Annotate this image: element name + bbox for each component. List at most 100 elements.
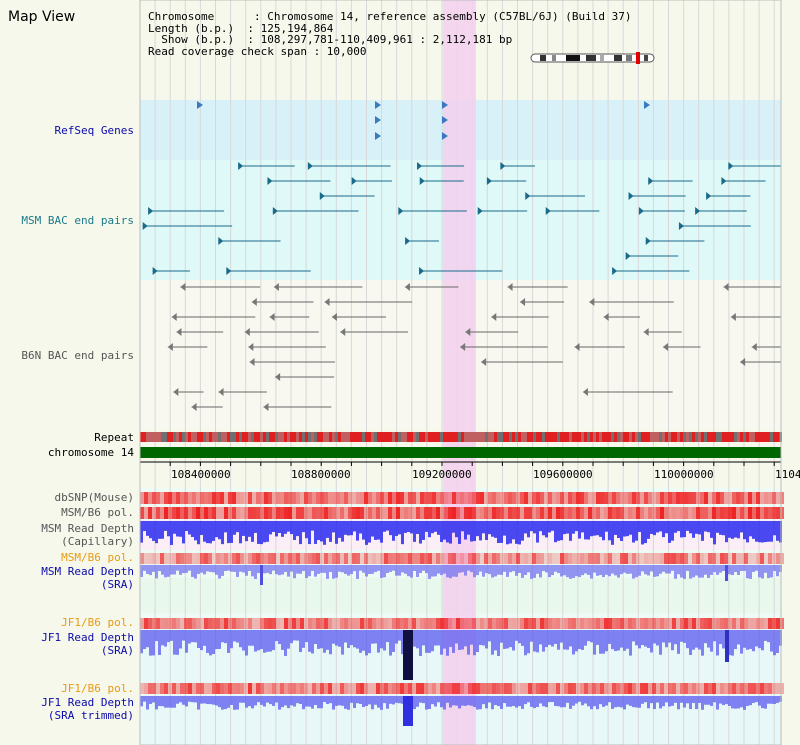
- polymorphism-cell: [420, 683, 424, 694]
- read-depth-bar: [449, 630, 452, 647]
- polymorphism-cell: [412, 492, 416, 504]
- track-label-msm-read-depth-capillary[interactable]: MSM Read Depth (Capillary): [0, 522, 134, 548]
- read-depth-bar: [149, 630, 152, 656]
- track-label-msm-b6-pol-2[interactable]: MSM/B6 pol.: [61, 551, 134, 564]
- read-depth-bar: [755, 521, 758, 542]
- polymorphism-cell: [296, 507, 300, 519]
- read-depth-bar: [635, 630, 638, 646]
- polymorphism-cell: [236, 683, 240, 694]
- polymorphism-cell: [484, 507, 488, 519]
- read-depth-bar: [413, 521, 416, 542]
- read-depth-bar: [554, 696, 557, 706]
- repeat-segment: [719, 432, 722, 442]
- polymorphism-cell: [528, 553, 532, 564]
- read-depth-bar: [317, 565, 320, 574]
- read-depth-bar: [677, 696, 680, 710]
- polymorphism-cell: [424, 618, 428, 629]
- polymorphism-cell: [380, 683, 384, 694]
- repeat-segment: [407, 432, 410, 442]
- read-depth-bar: [218, 521, 221, 540]
- read-depth-bar: [425, 696, 428, 710]
- repeat-segment: [320, 432, 323, 442]
- repeat-segment: [365, 432, 368, 442]
- read-depth-bar: [332, 565, 335, 579]
- polymorphism-cell: [384, 553, 388, 564]
- read-depth-bar: [269, 565, 272, 575]
- read-depth-bar: [683, 521, 686, 538]
- track-label-repeat[interactable]: Repeat: [94, 431, 134, 444]
- polymorphism-cell: [176, 492, 180, 504]
- read-depth-bar: [773, 521, 776, 536]
- track-label-msm-b6-pol[interactable]: MSM/B6 pol.: [61, 506, 134, 519]
- polymorphism-cell: [704, 492, 708, 504]
- repeat-segment: [731, 432, 734, 442]
- read-depth-bar: [167, 696, 170, 708]
- polymorphism-cell: [604, 618, 608, 629]
- track-label-msm-bac[interactable]: MSM BAC end pairs: [21, 214, 134, 227]
- polymorphism-cell: [324, 492, 328, 504]
- read-depth-bar: [593, 630, 596, 655]
- read-depth-bar: [485, 696, 488, 709]
- read-depth-bar: [722, 565, 725, 572]
- polymorphism-cell: [776, 618, 780, 629]
- polymorphism-cell: [652, 683, 656, 694]
- polymorphism-cell: [296, 683, 300, 694]
- bac-end: [319, 192, 325, 200]
- gene-marker: [197, 101, 203, 109]
- read-depth-bar: [632, 696, 635, 708]
- polymorphism-cell: [340, 507, 344, 519]
- read-depth-bar: [230, 521, 233, 543]
- bac-end: [398, 207, 404, 215]
- polymorphism-cell: [440, 683, 444, 694]
- read-depth-bar: [422, 521, 425, 540]
- read-depth-bar: [446, 630, 449, 656]
- polymorphism-cell: [368, 618, 372, 629]
- read-depth-bar: [164, 696, 167, 708]
- polymorphism-cell: [244, 618, 248, 629]
- polymorphism-cell: [672, 492, 676, 504]
- read-depth-bar: [542, 696, 545, 707]
- polymorphism-cell: [576, 618, 580, 629]
- track-label-b6n-bac[interactable]: B6N BAC end pairs: [21, 349, 134, 362]
- polymorphism-cell: [180, 492, 184, 504]
- polymorphism-cell: [336, 507, 340, 519]
- polymorphism-cell: [716, 507, 720, 519]
- track-label-jf1-read-depth-sra[interactable]: JF1 Read Depth (SRA): [0, 631, 134, 657]
- read-depth-bar: [392, 521, 395, 541]
- polymorphism-cell: [408, 492, 412, 504]
- polymorphism-cell: [568, 492, 572, 504]
- track-label-jf1-read-depth-trimmed[interactable]: JF1 Read Depth (SRA trimmed): [0, 696, 134, 722]
- polymorphism-cell: [232, 553, 236, 564]
- polymorphism-cell: [256, 553, 260, 564]
- polymorphism-cell: [208, 553, 212, 564]
- polymorphism-cell: [504, 553, 508, 564]
- track-label-jf1-b6-pol-2[interactable]: JF1/B6 pol.: [61, 682, 134, 695]
- track-label-refseq[interactable]: RefSeq Genes: [54, 124, 134, 137]
- polymorphism-cell: [436, 492, 440, 504]
- track-label-msm-read-depth-sra[interactable]: MSM Read Depth (SRA): [0, 565, 134, 591]
- polymorphism-cell: [216, 553, 220, 564]
- read-depth-bar: [365, 521, 368, 545]
- read-depth-bar: [320, 521, 323, 542]
- repeat-segment: [353, 432, 356, 442]
- read-depth-bar: [203, 630, 206, 646]
- track-label-jf1-b6-pol[interactable]: JF1/B6 pol.: [61, 616, 134, 629]
- bac-end: [603, 313, 609, 321]
- read-depth-bar: [530, 630, 533, 642]
- polymorphism-cell: [140, 683, 144, 694]
- track-label-dbsnp[interactable]: dbSNP(Mouse): [54, 491, 134, 504]
- read-depth-bar: [482, 521, 485, 534]
- bac-end: [545, 207, 551, 215]
- polymorphism-cell: [488, 492, 492, 504]
- read-depth-bar: [473, 565, 476, 578]
- polymorphism-cell: [296, 553, 300, 564]
- polymorphism-cell: [336, 618, 340, 629]
- chromosome-ideogram[interactable]: [530, 52, 655, 64]
- read-depth-bar: [488, 630, 491, 642]
- polymorphism-cell: [324, 618, 328, 629]
- polymorphism-cell: [696, 618, 700, 629]
- polymorphism-cell: [732, 507, 736, 519]
- read-depth-bar: [356, 696, 359, 704]
- polymorphism-cell: [692, 553, 696, 564]
